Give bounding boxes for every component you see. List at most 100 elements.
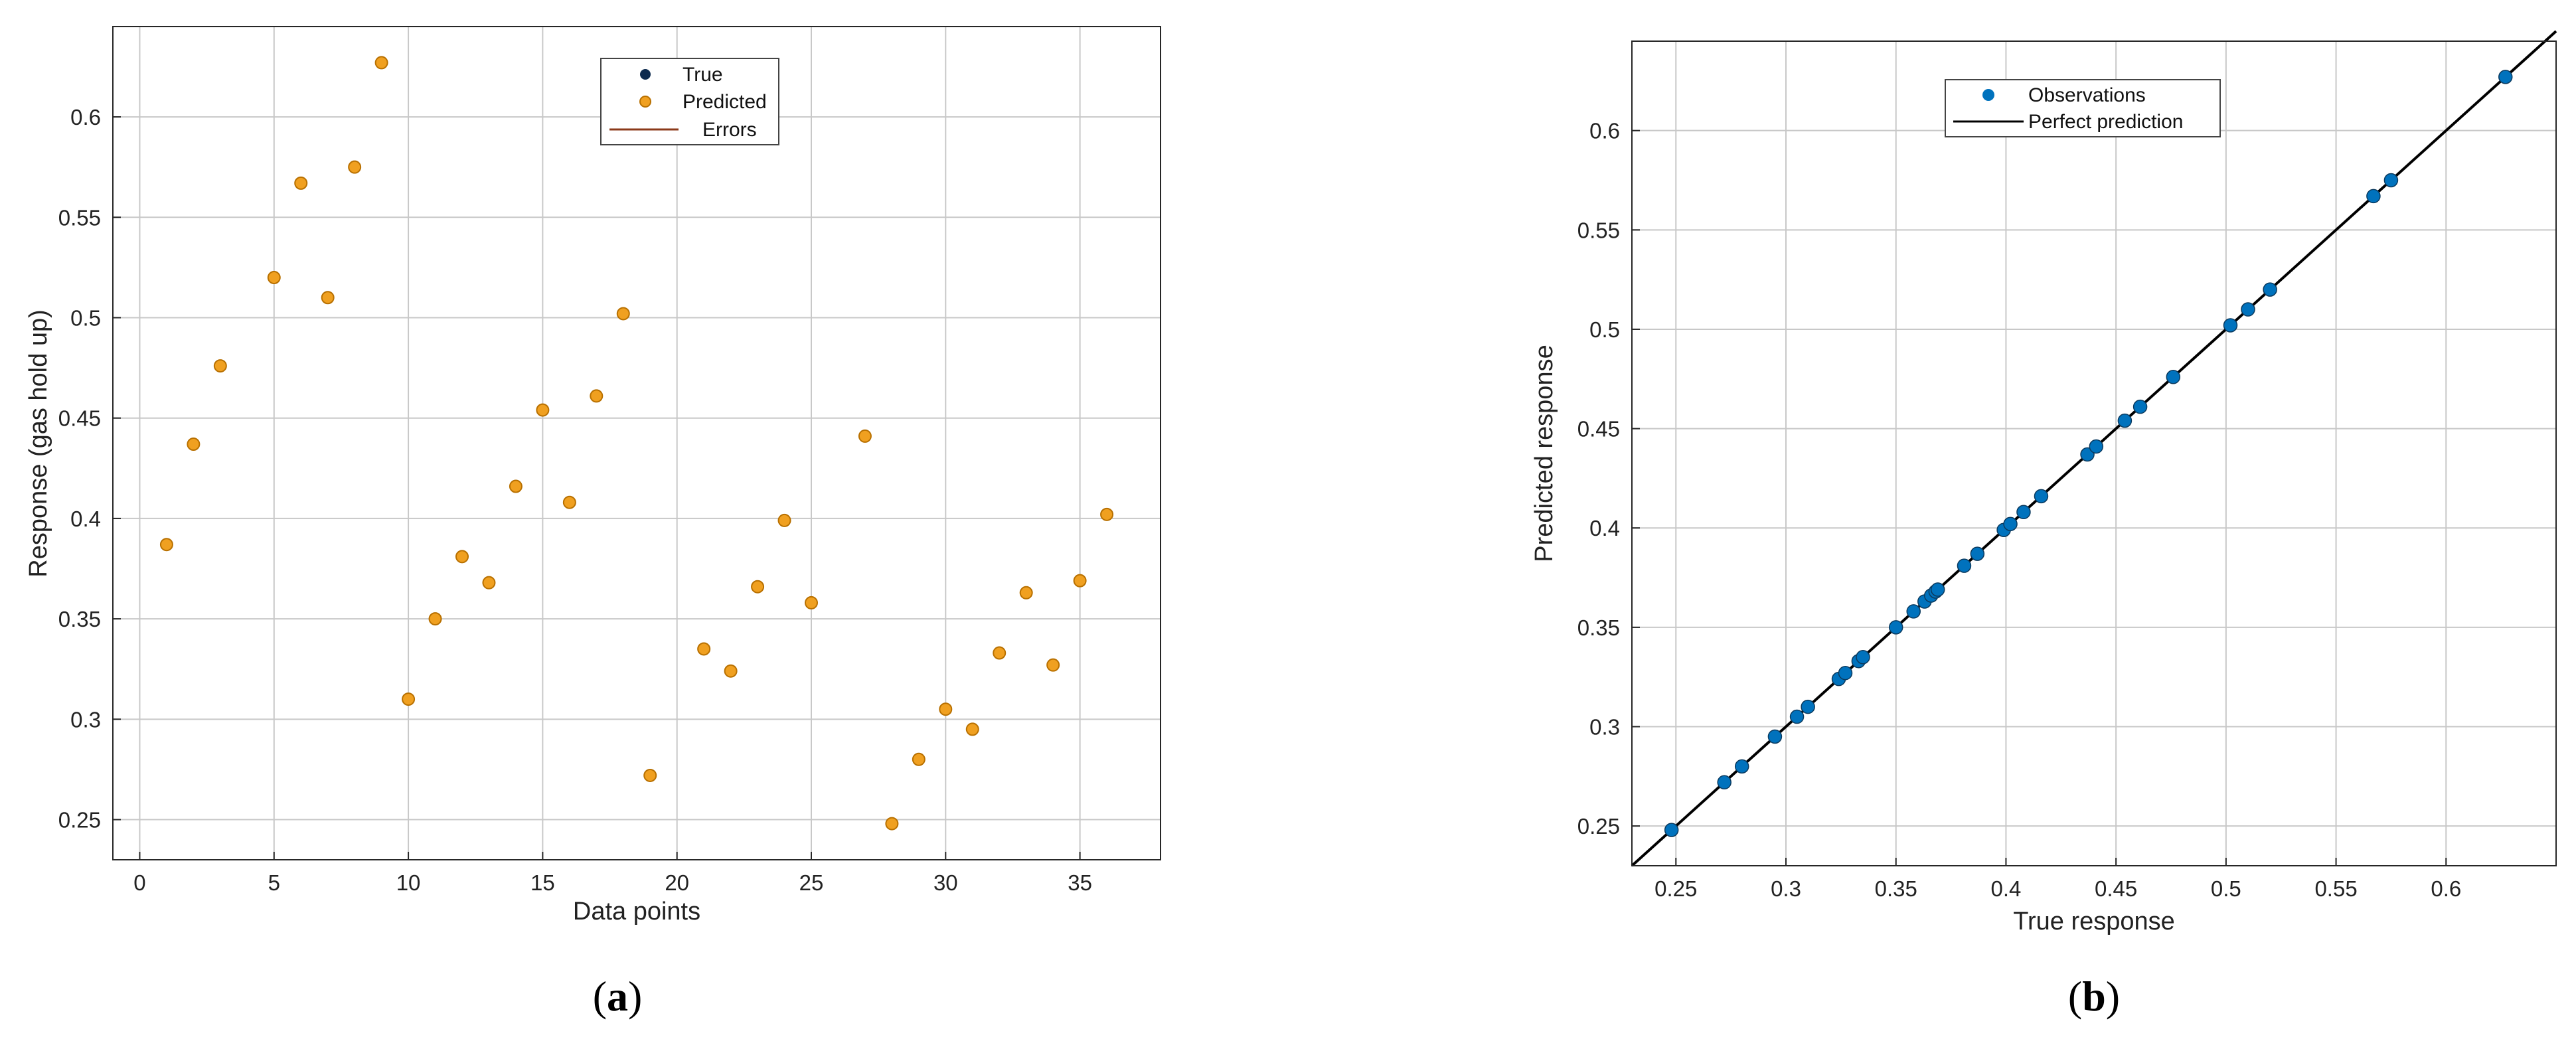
plot-a-ytick-label: 0.4 — [70, 507, 101, 531]
predicted-point — [885, 817, 899, 831]
plot-b-xtick-label: 0.55 — [2314, 876, 2357, 901]
plot-b-ytick-label: 0.4 — [1589, 516, 1620, 540]
plot-b-ytick-label: 0.5 — [1589, 317, 1620, 342]
predicted-point — [402, 692, 416, 706]
plot-b-marks — [1631, 30, 2557, 867]
plot-a-ytick-label: 0.5 — [70, 305, 101, 330]
legend-b-observations-label: Observations — [2028, 84, 2146, 106]
observation-point — [2080, 447, 2095, 462]
plot-a-xtick-label: 30 — [933, 870, 958, 895]
plot-a-legend: True Predicted Errors — [600, 58, 779, 145]
plot-a-xtick-label: 5 — [268, 870, 280, 895]
predicted-point — [697, 642, 711, 656]
legend-a-true-marker — [640, 69, 651, 80]
predicted-point — [912, 752, 926, 766]
legend-a-errors-label: Errors — [702, 119, 757, 141]
legend-b-perfect-label: Perfect prediction — [2028, 111, 2183, 133]
panel-a: 0 5 10 15 20 25 30 35 0.25 0.3 0.35 0.4 0.45 0.5 0.55 0… — [25, 26, 1161, 1020]
observation-point — [2241, 302, 2255, 317]
predicted-point — [374, 56, 388, 70]
plot-a-ytick-label: 0.25 — [58, 808, 101, 833]
observation-point — [1970, 546, 1985, 561]
predicted-point — [159, 538, 173, 552]
predicted-point — [455, 550, 469, 564]
observation-point — [2498, 70, 2513, 84]
observation-point — [1957, 558, 1972, 573]
predicted-point — [428, 612, 442, 626]
panel-b: 0.25 0.3 0.35 0.4 0.45 0.5 0.55 0.6 0.25 0.3 0.35 0… — [1530, 30, 2557, 1020]
plot-b-xtick-label: 0.25 — [1654, 876, 1697, 901]
plot-a-frame — [112, 26, 1161, 860]
predicted-point — [321, 291, 335, 305]
plot-b-xlabel: True response — [2013, 908, 2175, 935]
predicted-point — [939, 702, 953, 716]
plot-b-ytick-label: 0.6 — [1589, 119, 1620, 143]
observation-point — [1838, 665, 1853, 681]
observation-point — [2223, 318, 2238, 333]
plot-b-xtick-label: 0.5 — [2211, 876, 2241, 901]
plot-b-ytick-label: 0.25 — [1577, 814, 1620, 839]
observation-point — [1856, 650, 1870, 665]
caption-b: (b) — [2068, 973, 2120, 1020]
observation-point — [1801, 699, 1815, 714]
observation-point — [1930, 582, 1945, 597]
plot-a-xtick-label: 10 — [396, 870, 421, 895]
plot-b-grid — [1632, 41, 2556, 866]
predicted-point — [858, 429, 872, 443]
plot-a-ytick-label: 0.35 — [58, 607, 101, 631]
predicted-point — [643, 768, 657, 782]
legend-a-predicted-label: Predicted — [683, 91, 767, 113]
predicted-point — [777, 513, 791, 527]
plot-b-xtick-label: 0.3 — [1771, 876, 1801, 901]
plot-b-ytick-label: 0.55 — [1577, 218, 1620, 242]
plot-a-ytick-label: 0.3 — [70, 707, 101, 732]
plot-a-area — [112, 26, 1161, 860]
plot-b-legend: Observations Perfect prediction — [1945, 79, 2221, 137]
plot-a-xtick-label: 15 — [530, 870, 555, 895]
plot-a-ytick-label: 0.45 — [58, 406, 101, 431]
plot-a-xtick-label: 0 — [133, 870, 145, 895]
plot-b-ytick-label: 0.3 — [1589, 715, 1620, 740]
plot-b-xtick-label: 0.6 — [2431, 876, 2461, 901]
predicted-point — [1046, 658, 1060, 672]
observation-point — [1906, 604, 1921, 619]
plot-a-xtick-label: 20 — [665, 870, 689, 895]
predicted-point — [751, 580, 765, 594]
predicted-point — [294, 176, 308, 190]
observation-point — [2089, 439, 2104, 454]
plot-a-marks — [159, 56, 1114, 831]
plot-a-xtick-label: 35 — [1068, 870, 1092, 895]
plot-a-ytick-label: 0.55 — [58, 205, 101, 230]
predicted-point — [590, 389, 604, 403]
observation-point — [1717, 775, 1731, 790]
observation-point — [2366, 189, 2381, 204]
observation-point — [2016, 505, 2031, 520]
predicted-point — [1073, 574, 1087, 588]
predicted-point — [1100, 507, 1114, 521]
observation-point — [2133, 399, 2148, 414]
observation-point — [1789, 709, 1805, 724]
predicted-point — [993, 646, 1006, 660]
plot-b-ticks: 0.25 0.3 0.35 0.4 0.45 0.5 0.55 0.6 0.25 0.3 0.35 0… — [1577, 119, 2461, 901]
predicted-point — [509, 479, 523, 493]
plot-a-xlabel: Data points — [573, 898, 700, 925]
predicted-point — [482, 576, 496, 590]
observation-point — [1664, 823, 1679, 837]
legend-b-box — [1945, 79, 2221, 137]
observation-point — [1888, 620, 1903, 635]
observation-point — [1734, 759, 1749, 774]
plot-a-ylabel: Response (gas hold up) — [25, 309, 52, 577]
observation-point — [2003, 517, 2018, 531]
plot-b-xtick-label: 0.45 — [2095, 876, 2137, 901]
predicted-point — [213, 359, 227, 373]
predicted-point — [616, 307, 630, 321]
predicted-point — [348, 160, 362, 174]
legend-b-observations-marker — [1982, 89, 1994, 101]
observation-point — [2034, 489, 2049, 504]
plot-b-xtick-label: 0.35 — [1875, 876, 1917, 901]
predicted-point — [562, 495, 576, 509]
predicted-point — [724, 664, 738, 678]
plot-b-frame — [1631, 40, 2557, 866]
observation-point — [2117, 413, 2133, 428]
